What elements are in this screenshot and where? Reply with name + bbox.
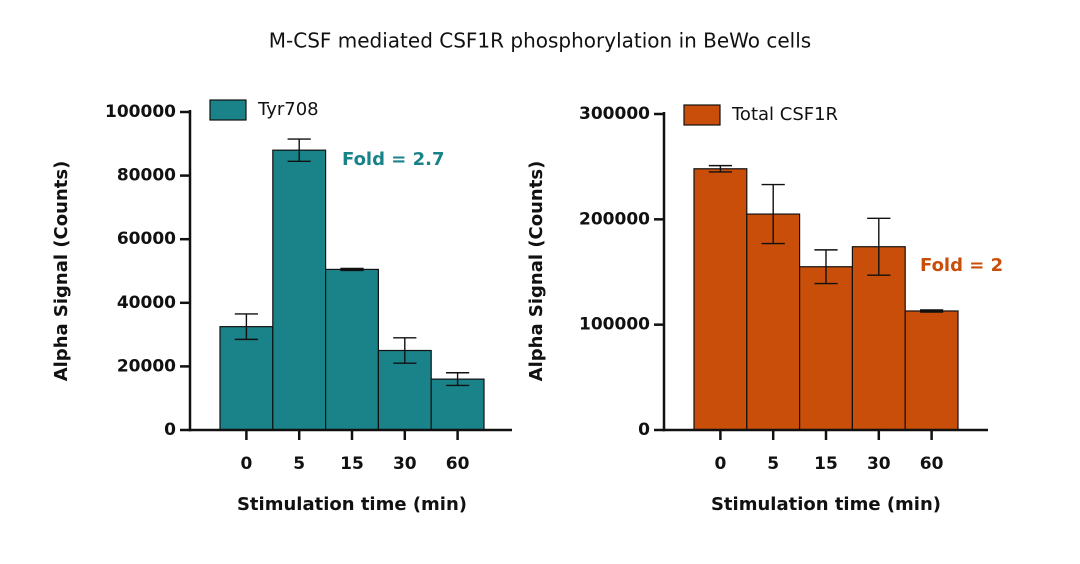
x-tick-label: 0: [714, 454, 726, 474]
annotation: Fold = 2.7: [342, 149, 445, 170]
y-tick-label: 0: [164, 420, 176, 440]
x-tick-label: 5: [293, 454, 305, 474]
x-axis-label: Stimulation time (min): [237, 494, 467, 515]
x-tick-label: 15: [814, 454, 838, 474]
x-axis-label: Stimulation time (min): [711, 494, 941, 515]
legend-label: Total CSF1R: [731, 104, 838, 125]
y-tick-label: 80000: [117, 166, 176, 186]
annotation: Fold = 2: [920, 255, 1003, 276]
error-bar: [340, 267, 364, 272]
y-tick-label: 200000: [579, 209, 650, 229]
x-tick-label: 30: [393, 454, 417, 474]
y-tick-label: 20000: [117, 356, 176, 376]
error-bar: [445, 372, 470, 387]
x-tick-label: 60: [446, 454, 470, 474]
bar: [693, 168, 748, 431]
x-tick-label: 0: [240, 454, 252, 474]
x-tick-label: 30: [867, 454, 891, 474]
bar: [851, 246, 906, 431]
legend-label: Tyr708: [257, 99, 319, 120]
error-bar: [393, 337, 417, 364]
error-bar: [708, 164, 733, 173]
y-tick-label: 40000: [117, 293, 176, 313]
legend-swatch: [209, 99, 247, 121]
bar: [272, 149, 327, 431]
legend-swatch: [683, 104, 721, 126]
bar: [430, 378, 485, 431]
error-bar: [867, 217, 891, 276]
y-tick-label: 300000: [579, 104, 650, 124]
bar: [798, 266, 853, 431]
error-bar: [287, 138, 311, 162]
error-bar: [761, 183, 785, 245]
y-tick-label: 100000: [105, 102, 176, 122]
y-axis-label: Alpha Signal (Counts): [51, 161, 72, 382]
figure-title: M-CSF mediated CSF1R phosphorylation in …: [269, 29, 811, 53]
bar: [904, 310, 959, 431]
error-bar: [919, 309, 944, 313]
error-bar: [814, 249, 838, 285]
x-tick-label: 60: [920, 454, 944, 474]
bar: [219, 326, 274, 431]
y-axis-label: Alpha Signal (Counts): [526, 161, 547, 382]
y-tick-label: 0: [638, 420, 650, 440]
y-tick-label: 60000: [117, 229, 176, 249]
bar: [325, 268, 380, 431]
bar: [746, 213, 801, 431]
x-tick-label: 5: [767, 454, 779, 474]
y-tick-label: 100000: [579, 315, 650, 335]
error-bar: [234, 313, 259, 341]
x-tick-label: 15: [340, 454, 364, 474]
